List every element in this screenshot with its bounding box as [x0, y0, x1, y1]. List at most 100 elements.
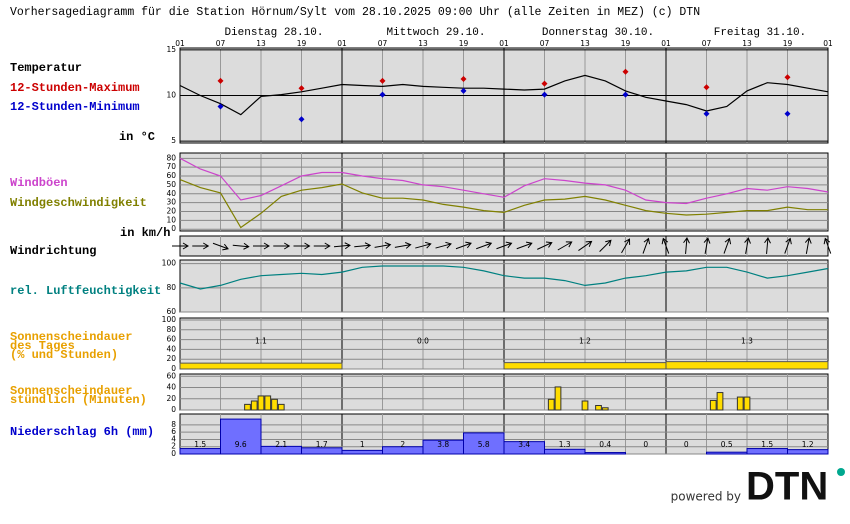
- value-label: 0: [643, 440, 648, 449]
- y-tick-label: 6: [171, 427, 176, 436]
- y-tick-label: 40: [166, 344, 176, 353]
- wind-arrow: [804, 237, 812, 254]
- value-label: 0.4: [599, 440, 611, 449]
- y-tick-label: 80: [166, 325, 176, 334]
- panel-label: in km/h: [120, 226, 170, 240]
- panel-label: rel. Luftfeuchtigkeit: [10, 284, 161, 298]
- logo-dot: [837, 468, 845, 476]
- value-label: 1.2: [579, 337, 591, 346]
- y-tick-label: 0: [171, 449, 176, 458]
- day-label: Mittwoch 29.10.: [386, 27, 485, 39]
- wind-arrow: [293, 242, 311, 250]
- panel-label: (% und Stunden): [10, 348, 118, 362]
- value-label: 1.5: [194, 440, 206, 449]
- x-tick-label: 01: [661, 39, 671, 48]
- x-tick-label: 07: [540, 39, 550, 48]
- value-label: 1.3: [559, 440, 571, 449]
- marker: [379, 77, 386, 84]
- wind-arrow: [744, 237, 751, 254]
- value-label: 3.4: [518, 440, 530, 449]
- x-tick-label: 07: [702, 39, 712, 48]
- y-tick-label: 20: [166, 207, 176, 216]
- value-label: 1.3: [741, 337, 753, 346]
- y-tick-label: 60: [166, 171, 176, 180]
- x-tick-label: 13: [580, 39, 590, 48]
- series-line: [179, 157, 829, 205]
- wind-arrow: [578, 240, 593, 251]
- y-tick-label: 10: [166, 91, 176, 100]
- x-tick-label: 07: [378, 39, 388, 48]
- wind-arrow: [192, 242, 210, 250]
- panel-label: Sonnenscheindauer: [10, 330, 132, 344]
- value-label: 1.5: [761, 440, 773, 449]
- bar: [503, 362, 667, 370]
- wind-arrow: [476, 241, 493, 250]
- wind-arrow: [354, 242, 372, 250]
- panel-label: des Tages: [10, 339, 75, 353]
- bar: [244, 403, 251, 411]
- wind-arrow: [516, 241, 533, 250]
- bar: [554, 386, 562, 411]
- bar: [746, 448, 788, 455]
- panel-label: Windrichtung: [10, 244, 96, 258]
- y-tick-label: 100: [162, 259, 177, 268]
- marker: [298, 116, 305, 123]
- day-label: Freitag 31.10.: [714, 27, 806, 39]
- value-label: 3.8: [437, 440, 449, 449]
- y-tick-label: 0: [171, 364, 176, 373]
- x-tick-label: 01: [823, 39, 833, 48]
- marker: [784, 110, 791, 117]
- x-tick-label: 01: [175, 39, 185, 48]
- bar: [709, 399, 717, 411]
- wind-arrow: [394, 242, 412, 249]
- series-line: [179, 265, 829, 290]
- value-label: 0.5: [721, 440, 733, 449]
- bar: [220, 418, 262, 455]
- bar: [341, 449, 383, 455]
- x-tick-label: 07: [216, 39, 226, 48]
- marker: [460, 76, 467, 83]
- y-tick-label: 8: [171, 420, 176, 429]
- bar: [179, 362, 343, 370]
- wind-arrow: [232, 242, 250, 250]
- y-tick-label: 30: [166, 198, 176, 207]
- y-tick-label: 0: [171, 224, 176, 233]
- value-label: 5.8: [478, 440, 490, 449]
- y-tick-label: 10: [166, 215, 176, 224]
- wind-arrow: [253, 242, 270, 250]
- value-label: 2: [400, 440, 405, 449]
- wind-arrow: [496, 241, 513, 250]
- y-tick-label: 80: [166, 153, 176, 162]
- value-label: 1.7: [316, 440, 328, 449]
- panel-label: stündlich (Minuten): [10, 393, 147, 407]
- bar: [736, 396, 744, 411]
- powered-by: powered by: [671, 490, 741, 504]
- bar: [544, 448, 586, 455]
- bar: [277, 403, 285, 411]
- series-line: [179, 179, 828, 229]
- value-label: 1.2: [802, 440, 814, 449]
- marker: [217, 103, 224, 110]
- marker: [217, 77, 224, 84]
- series-line: [179, 74, 829, 116]
- wind-arrow: [764, 237, 771, 255]
- y-tick-label: 15: [166, 45, 176, 54]
- y-tick-label: 80: [166, 283, 176, 292]
- panel-label: 12-Stunden-Maximum: [10, 81, 140, 95]
- panel-label: Windböen: [10, 176, 68, 190]
- value-label: 0: [684, 440, 689, 449]
- bar: [581, 400, 589, 411]
- x-tick-label: 19: [783, 39, 793, 48]
- value-label: 2.1: [275, 440, 287, 449]
- y-tick-label: 50: [166, 180, 176, 189]
- panel-label: Temperatur: [10, 61, 82, 75]
- wind-arrow: [537, 241, 553, 250]
- x-tick-label: 13: [418, 39, 428, 48]
- panel-label: in °C: [119, 130, 155, 144]
- marker: [784, 74, 791, 81]
- bar: [706, 451, 748, 455]
- y-tick-label: 4: [171, 434, 176, 443]
- wind-arrow: [703, 237, 711, 254]
- wind-arrow: [557, 241, 573, 251]
